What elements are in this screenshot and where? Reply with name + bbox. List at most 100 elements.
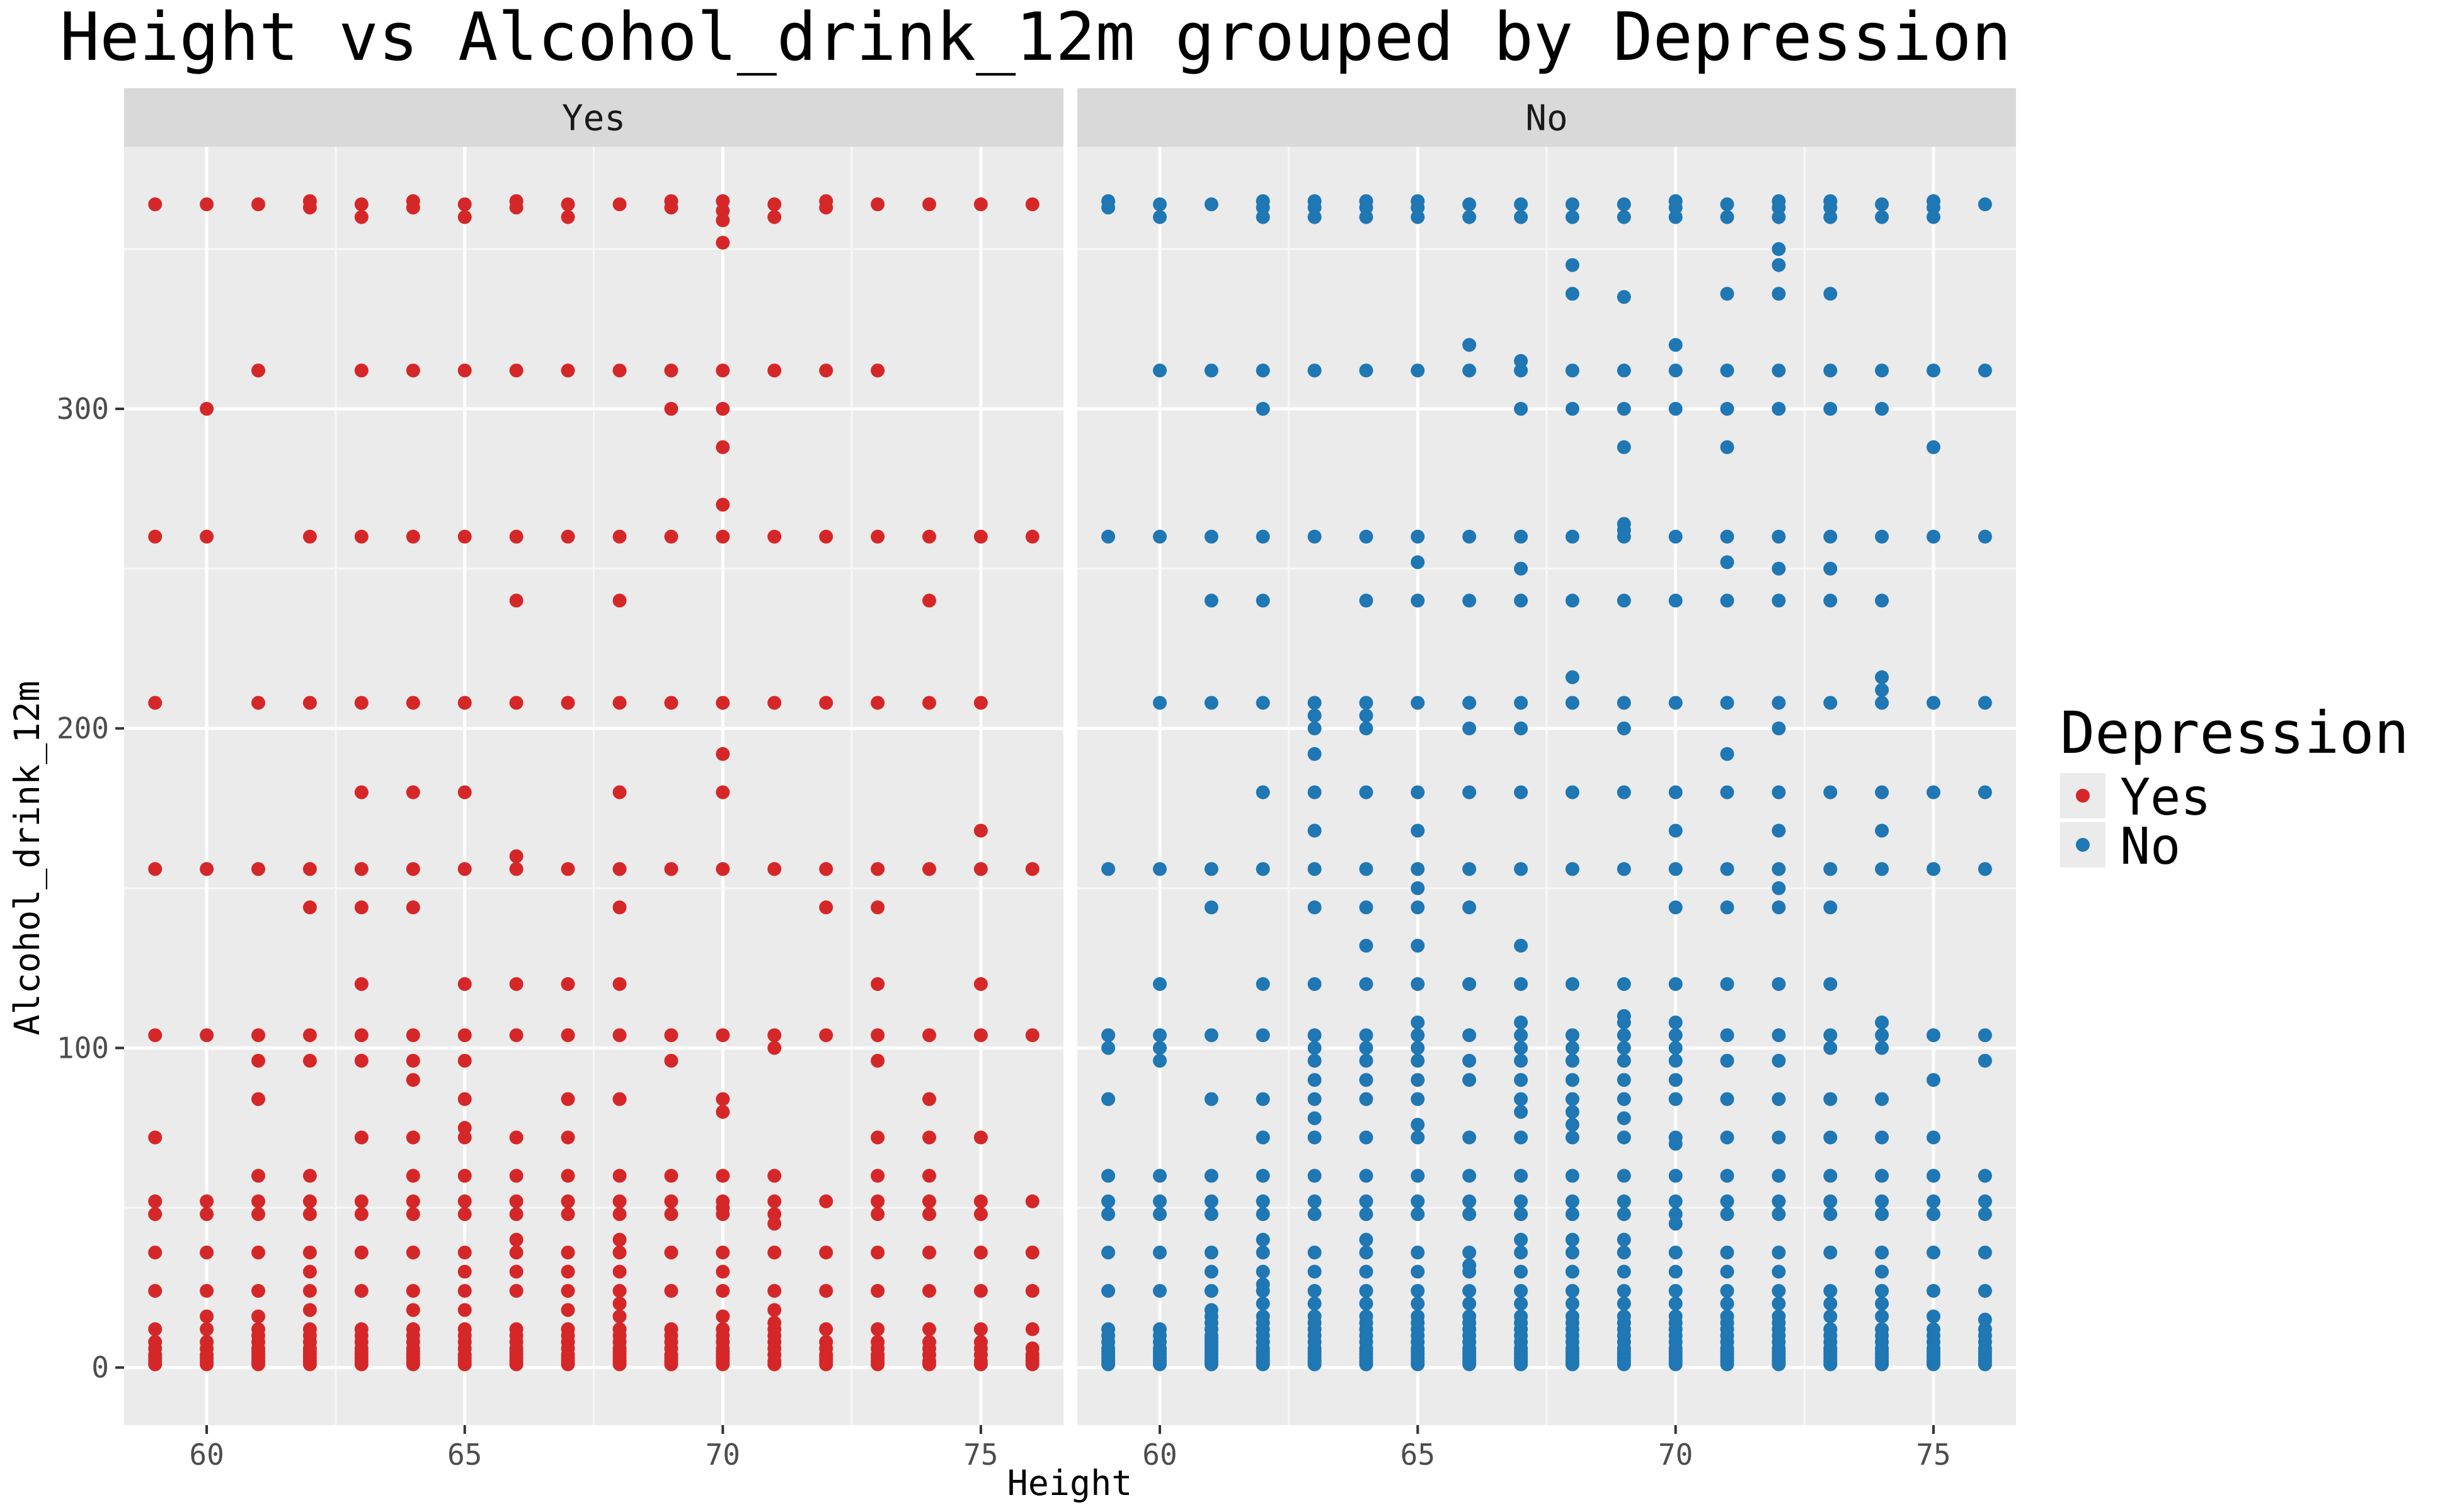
data-point [716,1357,730,1372]
data-point [1514,785,1528,799]
data-point [354,197,369,212]
data-point [1720,1053,1734,1068]
data-point [1204,1246,1218,1260]
data-point [1565,593,1579,608]
data-point [302,1169,317,1183]
data-point [1668,696,1683,710]
data-point [406,1246,420,1260]
data-point [1256,1297,1270,1311]
data-point [871,197,885,212]
data-point [1359,785,1373,799]
data-point [1359,939,1373,953]
data-point [973,1130,988,1145]
data-point [767,1246,782,1260]
data-point [1411,1118,1425,1132]
data-point [1153,1169,1167,1183]
data-point [922,1130,936,1145]
data-point [1720,1284,1734,1298]
data-point [819,529,833,544]
data-point [1875,210,1889,224]
data-point [561,1169,575,1183]
data-point [1514,1207,1528,1222]
data-point [1359,1028,1373,1043]
data-point [612,900,627,915]
data-point [302,1303,317,1317]
data-point [819,900,833,915]
data-point [1307,200,1322,215]
data-point [1514,977,1528,991]
data-point [1823,696,1838,710]
data-point [1101,200,1116,215]
data-point [1307,1130,1322,1145]
data-point [1359,1053,1373,1068]
data-point [1772,1194,1786,1208]
data-point [1204,364,1218,378]
data-point [1927,200,1940,215]
data-point [354,977,369,991]
data-point [1307,1194,1322,1208]
data-point [871,529,885,544]
data-point [1153,696,1167,710]
data-point [716,1207,730,1222]
panel-no: No 60 65 70 75 [1077,88,2016,1472]
data-point [251,862,265,876]
y-tick-label: 100 [57,1031,109,1065]
data-point [406,1194,420,1208]
data-point [354,1284,369,1298]
data-point [1256,593,1270,608]
data-point [1823,1284,1838,1298]
data-point [457,785,472,799]
data-point [1307,1246,1322,1260]
data-point [1359,696,1373,710]
data-point [148,529,163,544]
data-point [1772,210,1786,224]
data-point [973,1284,988,1298]
data-point [1153,1194,1167,1208]
data-point [1359,1264,1373,1279]
data-point [251,1092,265,1106]
data-point [1565,696,1579,710]
data-point [767,1194,782,1208]
data-point [457,529,472,544]
data-point [354,1194,369,1208]
data-point [1617,862,1631,876]
data-point [1411,529,1425,544]
data-point [1823,561,1838,576]
data-point [509,200,524,215]
data-point [922,696,936,710]
data-point [148,1028,163,1043]
data-point [871,1130,885,1145]
data-point [1875,401,1889,416]
data-point [406,200,420,215]
data-point [1359,977,1373,991]
data-point [1927,1309,1940,1324]
data-point [1565,287,1579,301]
data-point [922,593,936,608]
data-point [1668,1053,1683,1068]
data-point [1256,1028,1270,1043]
data-point [1204,1264,1218,1279]
data-point [1359,200,1373,215]
data-point [1823,1357,1838,1372]
data-point [1462,1130,1477,1145]
data-point [612,197,627,212]
data-point [1668,900,1683,915]
data-point [1772,862,1786,876]
data-point [819,862,833,876]
data-point [1565,1357,1579,1372]
y-axis-title: Alcohol_drink_12m [7,681,47,1036]
data-point [1204,529,1218,544]
data-point [1101,1092,1116,1106]
data-point [1514,364,1528,378]
data-point [612,529,627,544]
legend: Depression Yes No [2060,699,2409,876]
data-point [1772,721,1786,736]
data-point [1668,529,1683,544]
data-point [1927,1028,1940,1043]
data-point [1359,900,1373,915]
data-point [457,977,472,991]
data-point [1514,1053,1528,1068]
data-point [664,1028,679,1043]
data-point [509,696,524,710]
